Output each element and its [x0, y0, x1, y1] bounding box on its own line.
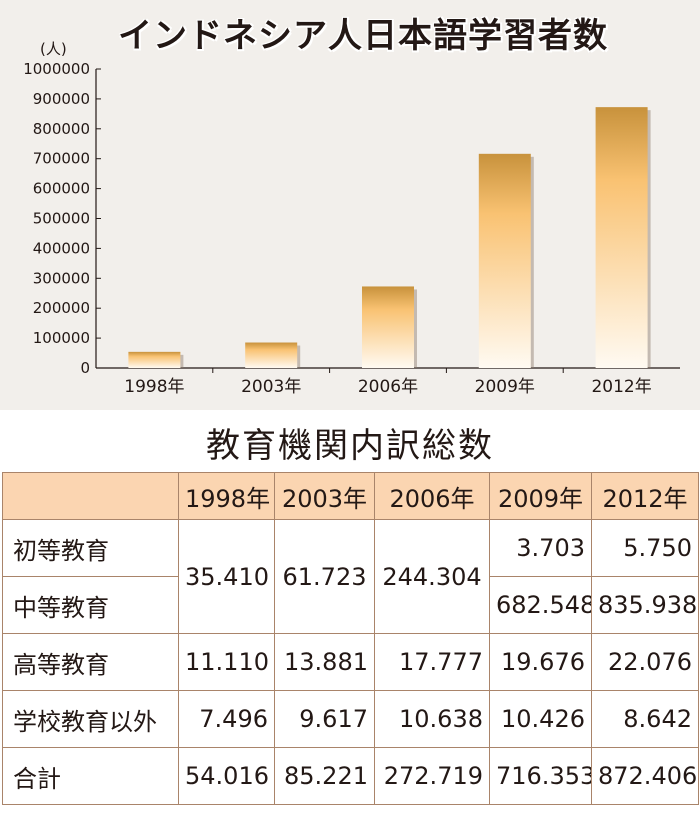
cell-non-school-2006: 10.638: [374, 690, 490, 748]
y-tick-label: 600000: [33, 180, 90, 198]
header-2012: 2012年: [591, 472, 699, 520]
y-tick-label: 500000: [33, 210, 90, 228]
bar-1: [245, 342, 298, 368]
y-tick-label: 300000: [33, 269, 90, 287]
bar-4: [595, 107, 648, 368]
breakdown-table: 1998年 2003年 2006年 2009年 2012年 初等教育 35.41…: [2, 472, 699, 805]
header-2003: 2003年: [274, 472, 375, 520]
cell-primary-secondary-2003: 61.723: [274, 519, 375, 634]
cell-higher-2006: 17.777: [374, 633, 490, 691]
header-2009: 2009年: [489, 472, 592, 520]
x-tick-label: 2006年: [358, 377, 418, 397]
bar-2: [362, 286, 414, 368]
y-tick-label: 900000: [33, 90, 90, 108]
cell-primary-2012: 5.750: [591, 519, 699, 577]
row-label-non-school: 学校教育以外: [2, 690, 179, 748]
cell-total-2006: 272.719: [374, 747, 490, 805]
cell-total-2012: 872.406: [591, 747, 699, 805]
y-tick-label: 0: [80, 359, 90, 377]
table-row-primary: 初等教育 35.410 61.723 244.304 3.703 5.750: [2, 519, 699, 634]
table-row-secondary: 中等教育 682.548 835.938: [2, 576, 699, 634]
y-tick-label: 700000: [33, 150, 90, 168]
cell-secondary-2009: 682.548: [489, 576, 592, 634]
y-tick-label: 1000000: [23, 60, 90, 78]
cell-non-school-2009: 10.426: [489, 690, 592, 748]
cell-primary-secondary-1998: 35.410: [178, 519, 275, 634]
y-tick-label: 400000: [33, 239, 90, 257]
x-tick-label: 2012年: [591, 377, 651, 397]
x-tick-label: 2003年: [241, 377, 301, 397]
header-corner: [2, 472, 179, 520]
x-tick-label: 1998年: [124, 377, 184, 397]
header-1998: 1998年: [178, 472, 275, 520]
cell-higher-1998: 11.110: [178, 633, 275, 691]
bar-chart: 1000000900000800000700000600000500000400…: [23, 60, 680, 397]
y-tick-label: 200000: [33, 299, 90, 317]
table-header-row: 1998年 2003年 2006年 2009年 2012年: [2, 472, 699, 520]
table-row-higher: 高等教育 11.110 13.881 17.777 19.676 22.076: [2, 633, 699, 691]
table-row-non-school: 学校教育以外 7.496 9.617 10.638 10.426 8.642: [2, 690, 699, 748]
table-row-total: 合計 54.016 85.221 272.719 716.353 872.406: [2, 747, 699, 805]
cell-non-school-2012: 8.642: [591, 690, 699, 748]
cell-non-school-2003: 9.617: [274, 690, 375, 748]
chart-title: インドネシア人日本語学習者数: [118, 16, 608, 56]
cell-primary-secondary-2006: 244.304: [374, 519, 490, 634]
cell-total-1998: 54.016: [178, 747, 275, 805]
chart-panel: 1000000 900000 800000 700000 600000 500000 400…: [0, 0, 700, 410]
cell-higher-2012: 22.076: [591, 633, 699, 691]
bar-3: [478, 153, 531, 368]
cell-higher-2003: 13.881: [274, 633, 375, 691]
y-tick-label: 800000: [33, 120, 90, 138]
header-2006: 2006年: [374, 472, 490, 520]
cell-total-2003: 85.221: [274, 747, 375, 805]
table-title: 教育機関内訳総数: [206, 426, 494, 466]
y-axis-unit-label: (人): [40, 40, 67, 58]
bar-0: [128, 351, 181, 368]
row-label-primary: 初等教育: [2, 519, 179, 577]
y-tick-label: 100000: [33, 329, 90, 347]
cell-total-2009: 716.353: [489, 747, 592, 805]
row-label-secondary: 中等教育: [2, 576, 179, 634]
row-label-total: 合計: [2, 747, 179, 805]
cell-secondary-2012: 835.938: [591, 576, 699, 634]
cell-non-school-1998: 7.496: [178, 690, 275, 748]
row-label-higher: 高等教育: [2, 633, 179, 691]
cell-primary-2009: 3.703: [489, 519, 592, 577]
x-tick-label: 2009年: [475, 377, 535, 397]
cell-higher-2009: 19.676: [489, 633, 592, 691]
